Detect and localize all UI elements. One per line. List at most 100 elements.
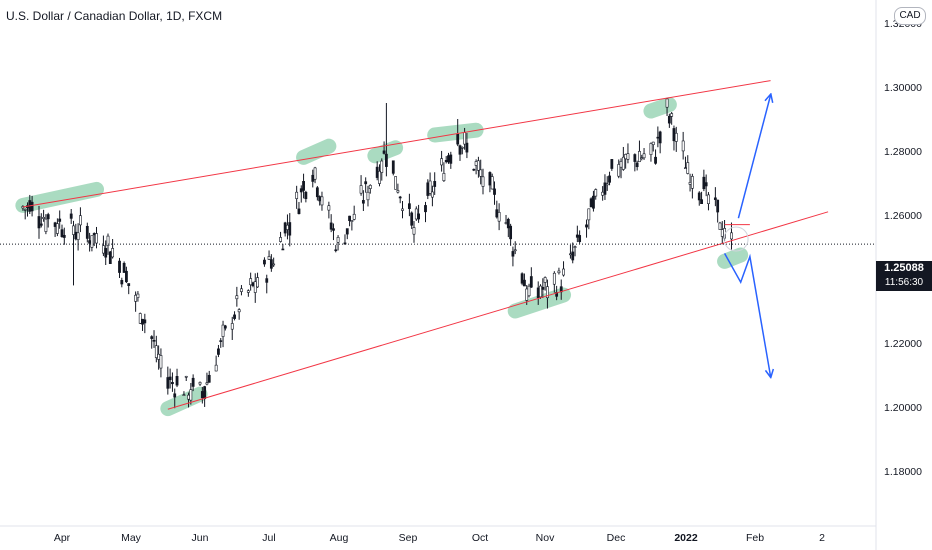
x-tick-label: Nov <box>536 532 555 544</box>
y-tick-label: 1.20000 <box>884 402 922 414</box>
candle-body <box>587 208 591 221</box>
candle-body <box>364 181 368 185</box>
candle-body <box>251 282 255 286</box>
x-tick-label: Apr <box>54 532 71 544</box>
highlight-zone <box>427 122 484 143</box>
candle-body <box>428 180 432 194</box>
candle-body <box>384 153 388 167</box>
last-price-value: 1.25088 <box>884 262 924 274</box>
candle-body <box>410 212 414 226</box>
candle-body <box>398 196 402 199</box>
candle-body <box>315 187 319 198</box>
candle-body <box>426 182 430 196</box>
candle-body <box>617 164 621 177</box>
candle-body <box>665 98 669 108</box>
candle-body <box>704 182 708 187</box>
candle-body <box>578 235 582 242</box>
candle-body <box>444 159 448 163</box>
trendline <box>22 80 771 208</box>
candle-body <box>670 113 674 117</box>
candle-body <box>189 389 193 401</box>
candle-body <box>127 283 131 286</box>
x-tick-label: Jun <box>192 532 209 544</box>
candle-body <box>407 203 411 209</box>
candle-body <box>53 222 57 227</box>
currency-button[interactable]: CAD <box>894 7 926 25</box>
candle-body <box>265 278 269 283</box>
candle-body <box>295 191 299 199</box>
candle-body <box>479 169 483 177</box>
candle-body <box>465 142 469 153</box>
candle-body <box>184 375 188 378</box>
candle-body <box>520 273 524 284</box>
candle-body <box>378 170 381 184</box>
candle-body <box>136 293 140 298</box>
x-tick-label: Aug <box>330 532 349 544</box>
candle-body <box>256 277 259 288</box>
highlight-zone <box>507 287 572 319</box>
candle-body <box>23 209 27 211</box>
candle-body <box>713 197 717 200</box>
candle-body <box>573 246 577 248</box>
candle-body <box>44 218 48 232</box>
candle-body <box>440 158 443 166</box>
highlight-zone <box>160 386 208 417</box>
highlight-zone <box>15 181 105 213</box>
candle-body <box>313 167 317 180</box>
candle-body <box>380 160 384 173</box>
candle-body <box>279 237 282 242</box>
candle-body <box>37 216 41 229</box>
candle-body <box>474 161 478 166</box>
candle-body <box>707 194 710 204</box>
candle-body <box>504 222 508 224</box>
x-tick-label: Sep <box>399 532 418 544</box>
candle-body <box>511 251 515 257</box>
candle-body <box>523 279 526 287</box>
candle-body <box>191 377 195 387</box>
candle-body <box>633 154 637 162</box>
candle-body <box>76 232 80 240</box>
candle-body <box>621 156 625 170</box>
candle-body <box>536 287 540 299</box>
candle-body <box>352 213 356 220</box>
x-tick-label: Dec <box>607 532 626 544</box>
candle-body <box>246 290 250 293</box>
candle-body <box>442 173 446 181</box>
candle-body <box>230 323 234 330</box>
candle-body <box>667 115 671 124</box>
x-tick-label: 2 <box>819 532 825 544</box>
candle-body <box>152 340 156 342</box>
candle-body <box>304 191 308 200</box>
candle-body <box>472 168 476 171</box>
candle-body <box>449 154 453 164</box>
candle-body <box>345 228 349 235</box>
candle-body <box>348 215 351 221</box>
candle-body <box>237 309 241 313</box>
candle-body <box>60 229 64 237</box>
candle-body <box>72 225 75 235</box>
candle-body <box>529 276 533 288</box>
candle-body <box>104 248 108 258</box>
candle-body <box>350 220 354 222</box>
candle-body <box>575 234 579 238</box>
candle-body <box>253 281 257 293</box>
candle-body <box>90 235 94 248</box>
candle-body <box>539 285 542 298</box>
candle-body <box>249 278 253 286</box>
candle-body <box>493 188 496 195</box>
candle-body <box>592 195 595 209</box>
candle-body <box>217 348 220 355</box>
candle-body <box>509 225 513 240</box>
candle-body <box>366 191 370 201</box>
x-tick-label: May <box>121 532 142 544</box>
candle-body <box>603 182 607 195</box>
candle-body <box>456 133 460 145</box>
highlight-zone <box>717 247 749 269</box>
candle-body <box>221 324 225 337</box>
candle-body <box>166 377 170 389</box>
y-tick-label: 1.26000 <box>884 210 922 222</box>
candle-body <box>546 286 549 299</box>
candle-body <box>106 235 110 246</box>
projection-arrow <box>723 253 771 376</box>
